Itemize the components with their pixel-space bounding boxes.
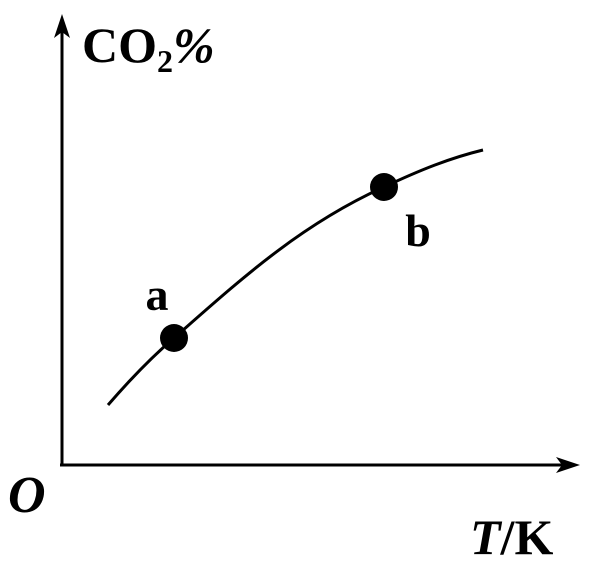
origin-label: O — [8, 467, 46, 524]
x-label-symbol: T — [470, 509, 503, 565]
x-axis-arrow — [556, 457, 580, 473]
y-axis-arrow — [54, 14, 70, 38]
point-label: b — [405, 205, 431, 256]
y-axis-label: CO2% — [82, 17, 215, 79]
x-label-unit: /K — [500, 509, 554, 565]
point-label: a — [146, 269, 169, 320]
x-axis-label: T/K — [470, 509, 553, 565]
y-label-main: CO — [82, 17, 157, 73]
point-a — [160, 324, 188, 352]
point-b — [370, 173, 398, 201]
curve — [106, 148, 484, 406]
y-label-subscript: 2 — [157, 43, 173, 79]
y-label-suffix: % — [173, 17, 215, 73]
